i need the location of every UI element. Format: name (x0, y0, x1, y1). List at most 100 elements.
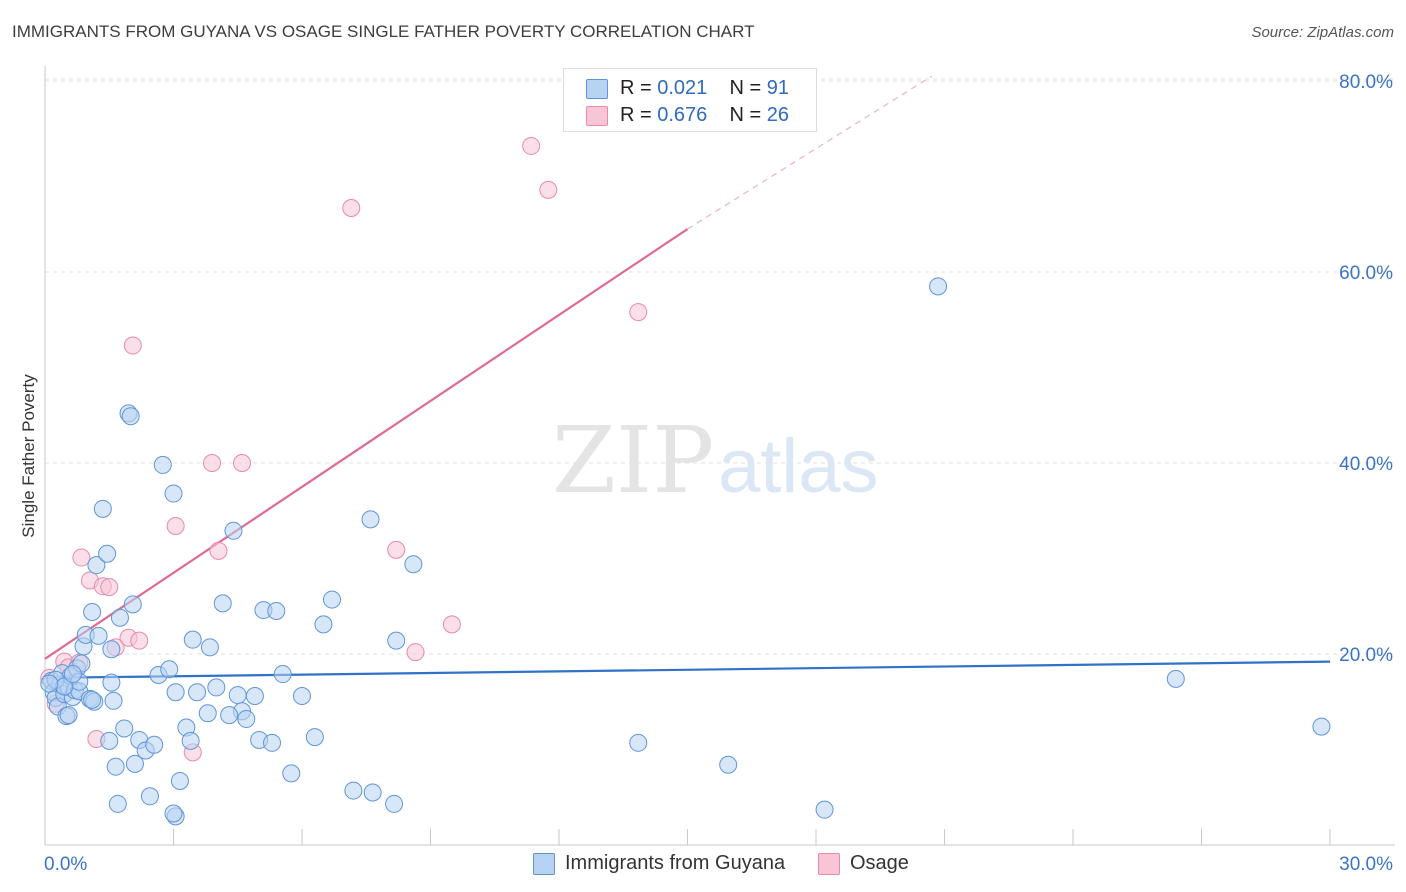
guyana-point (93, 499, 112, 518)
guyana-point (305, 728, 324, 747)
osage-trendline-extension (687, 75, 932, 230)
osage-point (629, 303, 648, 322)
legend-r-label: R = (620, 104, 652, 126)
guyana-point (929, 277, 948, 296)
osage-point (130, 631, 149, 650)
guyana-point (123, 595, 142, 614)
guyana-point (121, 407, 140, 426)
guyana-point (170, 772, 189, 791)
guyana-point (89, 626, 108, 645)
legend-swatch-guyana (533, 853, 555, 875)
guyana-point (224, 521, 243, 540)
guyana-point (115, 719, 134, 738)
guyana-point (102, 673, 121, 692)
guyana-point (385, 794, 404, 813)
legend-label-guyana: Immigrants from Guyana (565, 852, 786, 874)
guyana-point (228, 686, 247, 705)
grid-layer (45, 78, 1395, 655)
y-tick-label: 20.0% (1339, 645, 1393, 666)
guyana-point (100, 731, 119, 750)
guyana-point (98, 544, 117, 563)
legend-swatch-osage (586, 106, 608, 126)
guyana-point (183, 630, 202, 649)
legend-n-value: 91 (766, 77, 790, 99)
legend-r-label: R = (620, 77, 652, 99)
osage-point (100, 578, 119, 597)
guyana-point (125, 754, 144, 773)
guyana-point (83, 690, 102, 709)
legend-r-value: 0.021 (657, 77, 708, 99)
guyana-point (181, 731, 200, 750)
guyana-point (106, 757, 125, 776)
guyana-point (164, 484, 183, 503)
guyana-point (213, 594, 232, 613)
guyana-point (344, 781, 363, 800)
guyana-point (220, 706, 239, 725)
guyana-point (1166, 669, 1185, 688)
stats-legend: R = 0.021 N = 91 R = 0.676 N = 26 (563, 68, 817, 132)
guyana-point (188, 683, 207, 702)
legend-r-value: 0.676 (657, 104, 708, 126)
osage-point (442, 615, 461, 634)
watermark-zip: ZIP (552, 407, 714, 514)
guyana-point (363, 783, 382, 802)
guyana-point (110, 608, 129, 627)
guyana-point (108, 794, 127, 813)
guyana-point (322, 590, 341, 609)
watermark: ZIP atlas (552, 407, 879, 514)
trend-layer (44, 75, 1331, 679)
osage-point (209, 541, 228, 560)
osage-point (72, 548, 91, 567)
points-layer (40, 136, 1331, 826)
legend-swatch-osage (818, 853, 840, 875)
guyana-point (387, 631, 406, 650)
osage-trendline (44, 228, 689, 660)
guyana-point (273, 665, 292, 684)
guyana-point (200, 638, 219, 657)
guyana-point (263, 733, 282, 752)
x-tick-label: 30.0% (1339, 854, 1393, 875)
osage-point (166, 517, 185, 536)
guyana-point (293, 687, 311, 706)
guyana-point (815, 800, 834, 819)
guyana-point (164, 804, 183, 823)
y-axis-label: Single Father Poverty (19, 374, 38, 538)
osage-point (387, 540, 406, 559)
axis-layer (44, 66, 1395, 846)
legend-label-osage: Osage (850, 852, 909, 874)
guyana-point (153, 455, 172, 474)
osage-point (203, 454, 222, 472)
guyana-point (83, 602, 102, 621)
guyana-point (166, 683, 185, 702)
legend-swatch-guyana (586, 79, 608, 99)
guyana-point (104, 691, 123, 710)
guyana-point (629, 733, 648, 752)
guyana-point (59, 706, 78, 725)
watermark-atlas: atlas (718, 424, 879, 509)
tick-labels: 20.0% 40.0% 60.0% 80.0% 0.0% 30.0% (44, 72, 1393, 875)
guyana-point (404, 555, 423, 574)
osage-point (123, 336, 142, 355)
guyana-point (1312, 717, 1331, 736)
legend-n-value: 26 (766, 104, 790, 126)
guyana-point (160, 660, 179, 679)
guyana-point (40, 674, 59, 693)
guyana-point (237, 709, 256, 728)
y-tick-label: 80.0% (1339, 72, 1393, 93)
guyana-point (140, 787, 159, 806)
guyana-point (267, 602, 286, 621)
guyana-point (145, 735, 164, 754)
osage-point (522, 136, 541, 155)
guyana-point (207, 678, 226, 697)
y-tick-label: 40.0% (1339, 454, 1393, 475)
osage-point (406, 643, 425, 662)
osage-point (539, 180, 558, 199)
x-tick-label: 0.0% (44, 854, 87, 875)
chart-title: IMMIGRANTS FROM GUYANA VS OSAGE SINGLE F… (12, 22, 755, 41)
legend-n-label: N = (729, 77, 762, 99)
guyana-point (719, 755, 738, 774)
guyana-point (87, 556, 106, 575)
legend-n-label: N = (729, 104, 762, 126)
source-label: Source: ZipAtlas.com (1251, 24, 1394, 41)
